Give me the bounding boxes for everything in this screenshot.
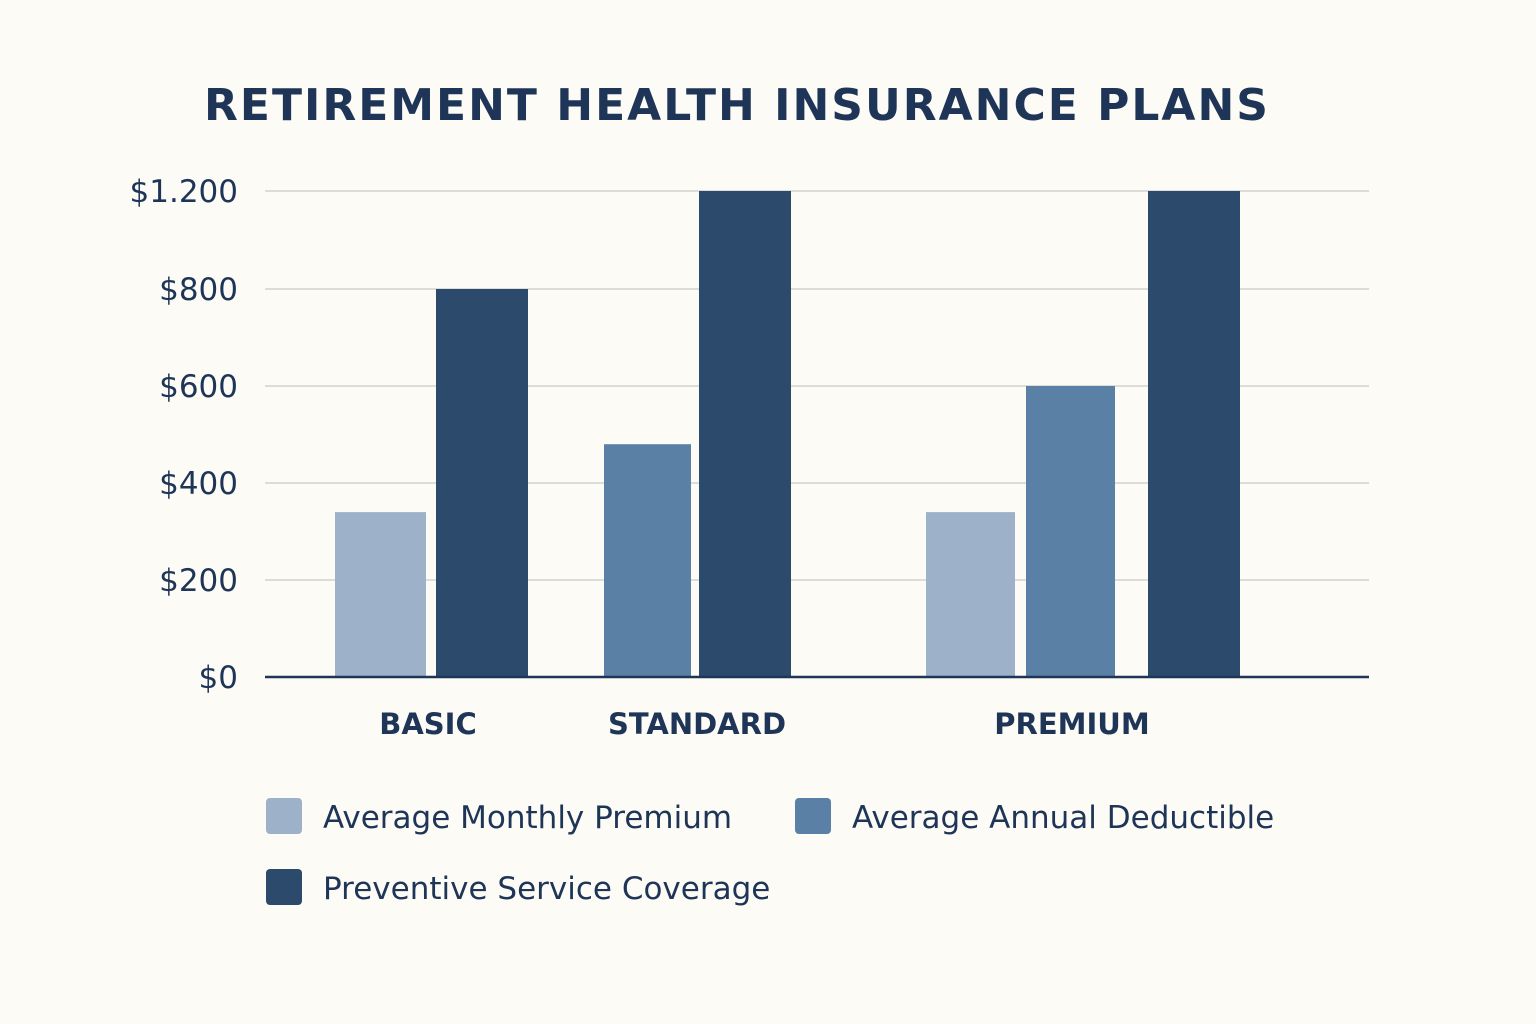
legend: Average Monthly Premium Average Annual De… xyxy=(266,798,1274,907)
axes: $0 $200 $400 $600 $800 $1.200 BASIC STANDARD PRE… xyxy=(130,174,1369,741)
bar-basic-average-monthly-premium xyxy=(335,512,426,677)
legend-label: Average Annual Deductible xyxy=(852,800,1274,836)
bar-standard-average-annual-deductible xyxy=(604,444,691,677)
y-tick-label: $600 xyxy=(159,369,238,405)
y-tick-label: $0 xyxy=(199,660,238,696)
legend-label: Preventive Service Coverage xyxy=(323,871,770,907)
y-tick-label: $800 xyxy=(159,272,238,308)
legend-item: Average Annual Deductible xyxy=(795,798,1274,836)
bar-premium-average-monthly-premium xyxy=(926,512,1015,677)
legend-swatch xyxy=(795,798,831,834)
x-tick-label: BASIC xyxy=(379,707,477,741)
legend-item: Average Monthly Premium xyxy=(266,798,732,836)
bar-premium-average-annual-deductible xyxy=(1026,386,1115,677)
y-tick-label: $1.200 xyxy=(130,174,238,210)
chart-title: RETIREMENT HEALTH INSURANCE PLANS xyxy=(204,80,1270,131)
bar-basic-preventive-service-coverage xyxy=(436,289,528,677)
bar-standard-preventive-service-coverage xyxy=(699,191,791,677)
legend-item: Preventive Service Coverage xyxy=(266,869,770,907)
legend-swatch xyxy=(266,869,302,905)
x-tick-label: STANDARD xyxy=(608,707,786,741)
legend-swatch xyxy=(266,798,302,834)
y-tick-label: $200 xyxy=(159,563,238,599)
legend-label: Average Monthly Premium xyxy=(323,800,732,836)
y-tick-label: $400 xyxy=(159,466,238,502)
x-tick-label: PREMIUM xyxy=(994,707,1149,741)
bar-premium-preventive-service-coverage xyxy=(1148,191,1240,677)
bars xyxy=(335,191,1240,677)
